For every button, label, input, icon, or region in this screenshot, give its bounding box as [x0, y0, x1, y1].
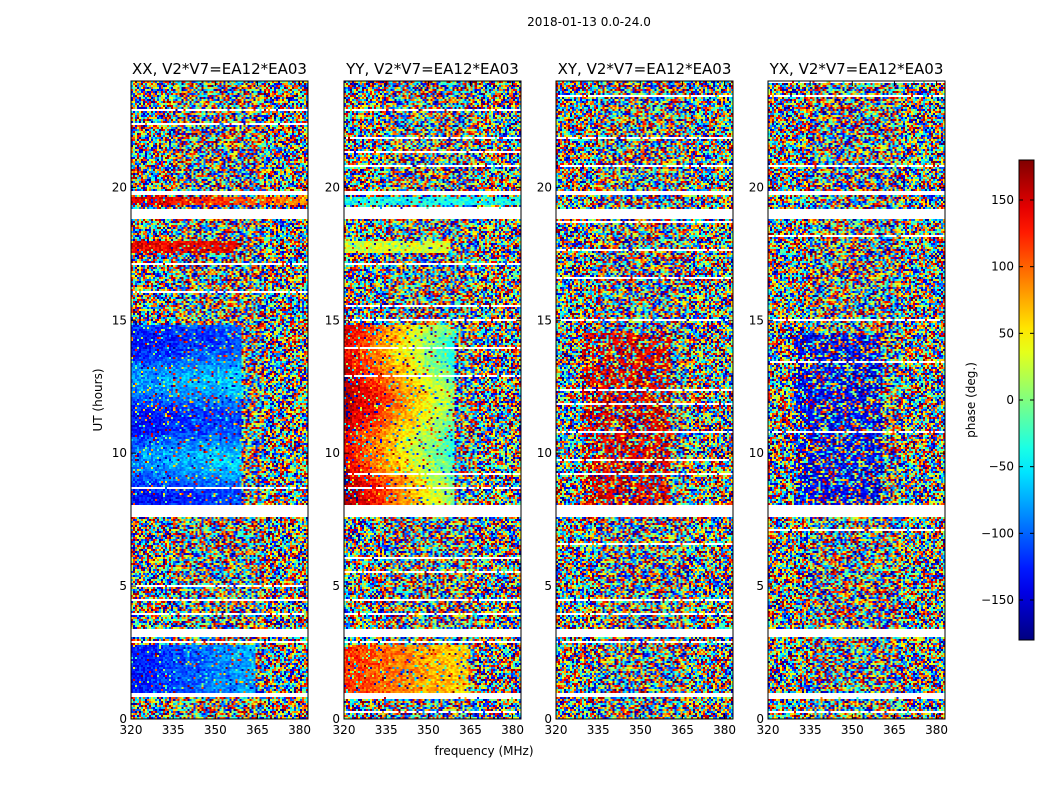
y-tick-label: 5	[756, 579, 764, 593]
x-axis-label: frequency (MHz)	[434, 744, 533, 758]
y-tick-label: 15	[112, 313, 127, 327]
panel-frame	[767, 80, 946, 720]
x-tick-label: 320	[545, 723, 568, 737]
y-tick-label: 20	[325, 180, 340, 194]
heatmap-image	[344, 81, 521, 719]
colorbar: −150 −100 −50 0 50 100 150 phase (deg.)	[964, 159, 1035, 641]
colorbar-tick-label: −100	[981, 526, 1014, 540]
heatmap-image	[131, 81, 308, 719]
x-tick-label: 320	[333, 723, 356, 737]
x-tick-label: 350	[629, 723, 652, 737]
y-tick-label: 0	[544, 712, 552, 726]
y-tick-label: 20	[749, 180, 764, 194]
panel-title: YX, V2*V7=EA12*EA03	[769, 60, 944, 78]
x-tick-label: 380	[925, 723, 948, 737]
panel-title: XY, V2*V7=EA12*EA03	[558, 60, 732, 78]
y-tick-label: 15	[325, 313, 340, 327]
y-tick-label: 0	[756, 712, 764, 726]
panels-group: XX, V2*V7=EA12*EA03 320 335 350 365 380 0 5 10 15…	[112, 60, 948, 737]
x-tick-label: 380	[288, 723, 311, 737]
x-tick-label: 350	[841, 723, 864, 737]
x-tick-label: 320	[120, 723, 143, 737]
colorbar-label: phase (deg.)	[964, 362, 978, 438]
panel-frame	[343, 80, 522, 720]
heatmap-image	[556, 81, 733, 719]
panel-3: XY, V2*V7=EA12*EA03 320 335 350 365 380 0 5 10 15…	[537, 60, 736, 737]
x-tick-label: 365	[671, 723, 694, 737]
panel-2: YY, V2*V7=EA12*EA03 320 335 350 365 380 0 5 10 15…	[325, 60, 524, 737]
y-tick-label: 20	[112, 180, 127, 194]
y-tick-label: 10	[112, 446, 127, 460]
y-tick-label: 20	[537, 180, 552, 194]
x-tick-label: 380	[501, 723, 524, 737]
panel-1: XX, V2*V7=EA12*EA03 320 335 350 365 380 0 5 10 15…	[112, 60, 311, 737]
x-tick-label: 350	[417, 723, 440, 737]
panel-4: YX, V2*V7=EA12*EA03 320 335 350 365 380 0 5 10 15…	[749, 60, 948, 737]
y-tick-label: 5	[544, 579, 552, 593]
panel-title: YY, V2*V7=EA12*EA03	[345, 60, 519, 78]
heatmap-image	[768, 81, 945, 719]
colorbar-tick-label: 0	[1006, 393, 1014, 407]
y-tick-label: 0	[119, 712, 127, 726]
colorbar-tick-label: 50	[999, 326, 1014, 340]
x-tick-label: 365	[459, 723, 482, 737]
colorbar-tick-label: 150	[991, 193, 1014, 207]
x-tick-label: 335	[375, 723, 398, 737]
x-tick-label: 335	[587, 723, 610, 737]
x-tick-label: 365	[246, 723, 269, 737]
y-tick-label: 10	[537, 446, 552, 460]
y-axis-label: UT (hours)	[91, 368, 105, 431]
y-tick-label: 5	[119, 579, 127, 593]
x-tick-label: 365	[883, 723, 906, 737]
x-tick-label: 350	[204, 723, 227, 737]
colorbar-tick-label: −50	[989, 460, 1014, 474]
x-tick-label: 320	[757, 723, 780, 737]
y-tick-label: 15	[749, 313, 764, 327]
y-tick-label: 10	[325, 446, 340, 460]
colorbar-tick-label: −150	[981, 593, 1014, 607]
figure-suptitle: 2018-01-13 0.0-24.0	[527, 15, 651, 29]
x-tick-label: 380	[713, 723, 736, 737]
x-tick-label: 335	[162, 723, 185, 737]
y-tick-label: 0	[332, 712, 340, 726]
x-tick-label: 335	[799, 723, 822, 737]
y-tick-label: 15	[537, 313, 552, 327]
colorbar-tick-label: 100	[991, 260, 1014, 274]
y-tick-label: 5	[332, 579, 340, 593]
panel-frame	[555, 80, 734, 720]
y-tick-label: 10	[749, 446, 764, 460]
panel-frame	[130, 80, 309, 720]
panel-title: XX, V2*V7=EA12*EA03	[132, 60, 307, 78]
